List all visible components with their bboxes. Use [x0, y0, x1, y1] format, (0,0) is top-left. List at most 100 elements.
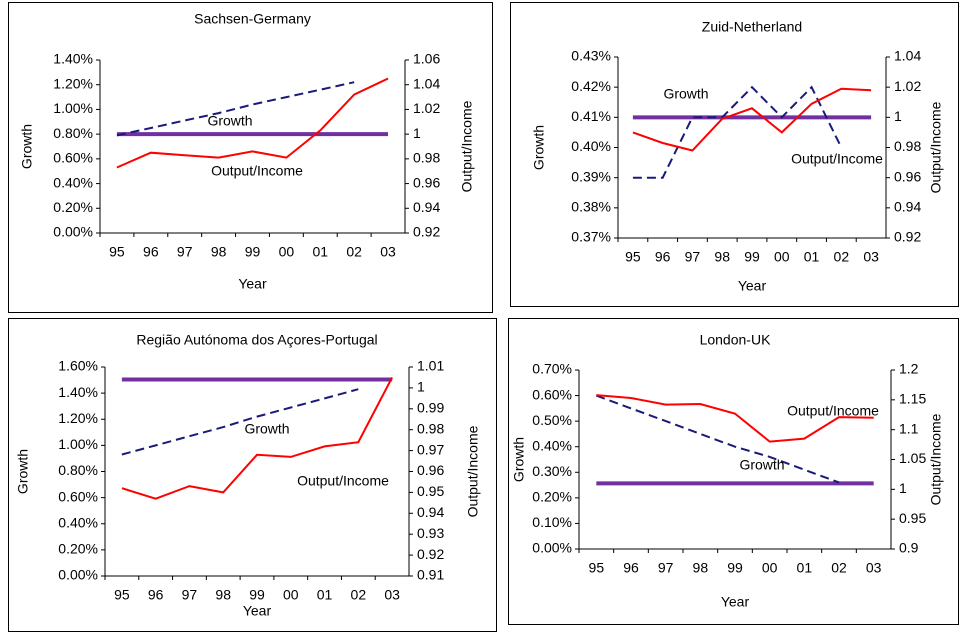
y-tick-label: 1.00%: [53, 100, 93, 116]
y2-tick-label: 0.97: [417, 441, 444, 457]
y-tick-label: 0.00%: [53, 224, 93, 240]
y-tick-label: 0.60%: [532, 386, 572, 402]
y2-tick-label: 0.92: [894, 229, 921, 245]
chart-title: Região Autónoma dos Açores-Portugal: [136, 332, 377, 348]
panel-frame: [510, 2, 959, 307]
series-label: Output/Income: [791, 151, 883, 167]
series-label: Output/Income: [787, 403, 879, 419]
x-axis-label: Year: [238, 276, 267, 292]
series-label: Output/Income: [211, 163, 303, 179]
series-line: [632, 85, 843, 179]
y2-tick-label: 0.9: [899, 540, 919, 556]
y2-tick-label: 0.98: [413, 150, 440, 166]
y2-tick-label: 0.98: [417, 420, 444, 436]
y-tick-label: 0.30%: [532, 463, 572, 479]
chart-title: Sachsen-Germany: [194, 11, 311, 27]
y-axis-label: Growth: [511, 437, 527, 482]
x-tick-label: 00: [762, 560, 778, 576]
y2-tick-label: 0.95: [899, 510, 926, 526]
y-tick-label: 0.10%: [532, 514, 572, 530]
x-tick-label: 97: [182, 587, 198, 603]
series-line: [121, 377, 393, 500]
y-tick-label: 0.43%: [571, 48, 611, 64]
x-tick-label: 03: [380, 244, 396, 260]
y-tick-label: 0.20%: [532, 489, 572, 505]
panel-frame: [508, 318, 959, 625]
x-tick-label: 96: [655, 249, 671, 265]
y2-tick-label: 0.99: [417, 400, 444, 416]
x-tick-label: 00: [774, 249, 790, 265]
x-tick-label: 96: [143, 244, 159, 260]
y-tick-label: 0.42%: [571, 78, 611, 94]
y-tick-label: 1.00%: [58, 436, 98, 452]
y-tick-label: 0.60%: [53, 150, 93, 166]
y2-tick-label: 0.96: [417, 462, 444, 478]
y-tick-label: 0.38%: [571, 199, 611, 215]
x-tick-label: 03: [866, 560, 882, 576]
y2-tick-label: 0.98: [894, 138, 921, 154]
x-tick-label: 00: [279, 244, 295, 260]
series-line: [116, 81, 355, 137]
y-tick-label: 1.20%: [53, 75, 93, 91]
y2-tick-label: 1.15: [899, 391, 926, 407]
panel-frame: [8, 2, 493, 313]
x-tick-label: 00: [283, 587, 299, 603]
series-line: [596, 394, 874, 443]
x-tick-label: 95: [625, 249, 641, 265]
y2-tick-label: 0.95: [417, 483, 444, 499]
x-tick-label: 02: [346, 244, 362, 260]
y-tick-label: 0.00%: [532, 540, 572, 556]
series-line: [121, 388, 359, 456]
x-tick-label: 96: [623, 560, 639, 576]
panel-frame: [8, 318, 497, 632]
y-tick-label: 0.20%: [53, 199, 93, 215]
y-tick-label: 0.40%: [571, 138, 611, 154]
y2-tick-label: 0.94: [413, 199, 440, 215]
x-tick-label: 01: [797, 560, 813, 576]
y-axis-label: Growth: [19, 124, 35, 169]
x-tick-label: 99: [249, 587, 265, 603]
y2-tick-label: 1: [894, 108, 902, 124]
x-tick-label: 03: [863, 249, 879, 265]
y-tick-label: 0.50%: [532, 412, 572, 428]
y2-tick-label: 1: [417, 379, 425, 395]
y2-tick-label: 1.05: [899, 450, 926, 466]
y2-tick-label: 1.04: [894, 48, 921, 64]
y-tick-label: 0.41%: [571, 108, 611, 124]
series-label: Output/Income: [297, 473, 389, 489]
y-tick-label: 0.39%: [571, 168, 611, 184]
y2-tick-label: 1.2: [899, 361, 919, 377]
y-tick-label: 0.60%: [58, 488, 98, 504]
y2-axis-label: Output/Income: [928, 101, 944, 193]
y-tick-label: 0.40%: [53, 174, 93, 190]
y2-axis-label: Output/Income: [928, 413, 944, 505]
y2-tick-label: 1: [413, 125, 421, 141]
series-line: [595, 394, 840, 484]
y2-tick-label: 1.04: [413, 75, 440, 91]
y-axis-label: Growth: [531, 125, 547, 170]
y-tick-label: 1.20%: [58, 410, 98, 426]
series-label: Growth: [207, 113, 252, 129]
x-tick-label: 97: [685, 249, 701, 265]
x-tick-label: 97: [177, 244, 193, 260]
y-axis-label: Growth: [15, 449, 31, 494]
x-tick-label: 02: [834, 249, 850, 265]
y-tick-label: 0.00%: [58, 567, 98, 583]
x-tick-label: 98: [211, 244, 227, 260]
y-tick-label: 0.80%: [58, 462, 98, 478]
x-tick-label: 95: [114, 587, 130, 603]
x-tick-label: 96: [148, 587, 164, 603]
y2-tick-label: 1.01: [417, 358, 444, 374]
y2-tick-label: 0.92: [413, 224, 440, 240]
x-tick-label: 01: [312, 244, 328, 260]
y2-tick-label: 0.93: [417, 525, 444, 541]
y-tick-label: 0.20%: [58, 541, 98, 557]
y-tick-label: 1.40%: [53, 51, 93, 67]
y2-tick-label: 0.92: [417, 546, 444, 562]
x-tick-label: 99: [744, 249, 760, 265]
x-axis-label: Year: [243, 603, 272, 619]
y-tick-label: 0.70%: [532, 361, 572, 377]
series-line: [116, 77, 389, 169]
x-tick-label: 99: [727, 560, 743, 576]
x-tick-label: 01: [804, 249, 820, 265]
